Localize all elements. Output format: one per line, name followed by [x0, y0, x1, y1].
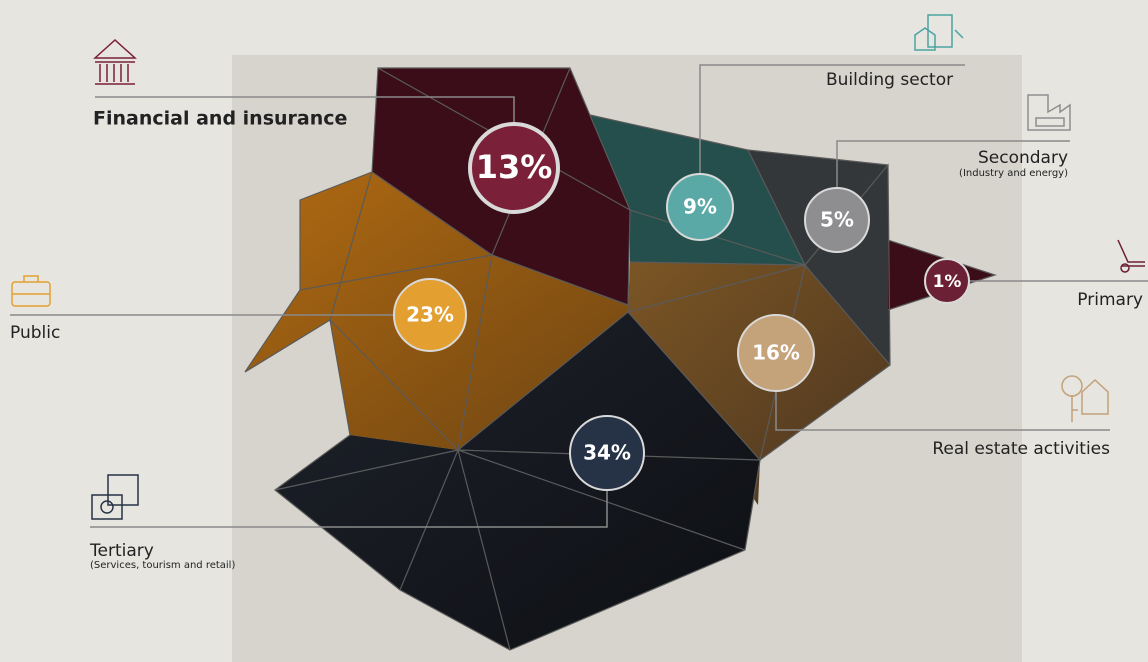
percent: 9%: [683, 195, 717, 219]
percent: 13%: [476, 148, 553, 186]
percent: 23%: [406, 303, 454, 327]
bubble: [468, 122, 560, 214]
leader-line: [95, 96, 515, 125]
percent: 5%: [820, 208, 854, 232]
percent: 34%: [583, 441, 631, 465]
sector-sublabel: (Industry and energy): [959, 168, 1068, 179]
leader-line: [699, 64, 965, 175]
sector-label: Primary: [1077, 290, 1143, 310]
leader-lines: [10, 64, 1148, 528]
bubble: [569, 415, 645, 491]
leader-line: [90, 490, 608, 528]
bubble: [737, 314, 815, 392]
percent: 1%: [933, 272, 962, 292]
bubble: [924, 258, 970, 304]
bubble: [804, 187, 870, 253]
percent: 16%: [752, 341, 800, 365]
sector-sublabel: (Services, tourism and retail): [90, 560, 235, 571]
icons: [11, 14, 1145, 520]
sector-label: Real estate activities: [932, 439, 1110, 459]
leader-line: [775, 391, 1110, 431]
sector-label: Secondary: [978, 148, 1068, 168]
labels: Financial and insurance Building sector …: [10, 70, 1143, 571]
sector-label: Public: [10, 323, 60, 343]
bubble: [666, 173, 734, 241]
bubble: [393, 278, 467, 352]
sector-label: Financial and insurance: [93, 108, 347, 130]
sector-label: Tertiary: [89, 541, 154, 561]
bubbles: 13% 9% 5% 1% 23% 16% 34%: [393, 122, 970, 491]
leader-line: [836, 140, 1070, 188]
sector-label: Building sector: [826, 70, 953, 90]
